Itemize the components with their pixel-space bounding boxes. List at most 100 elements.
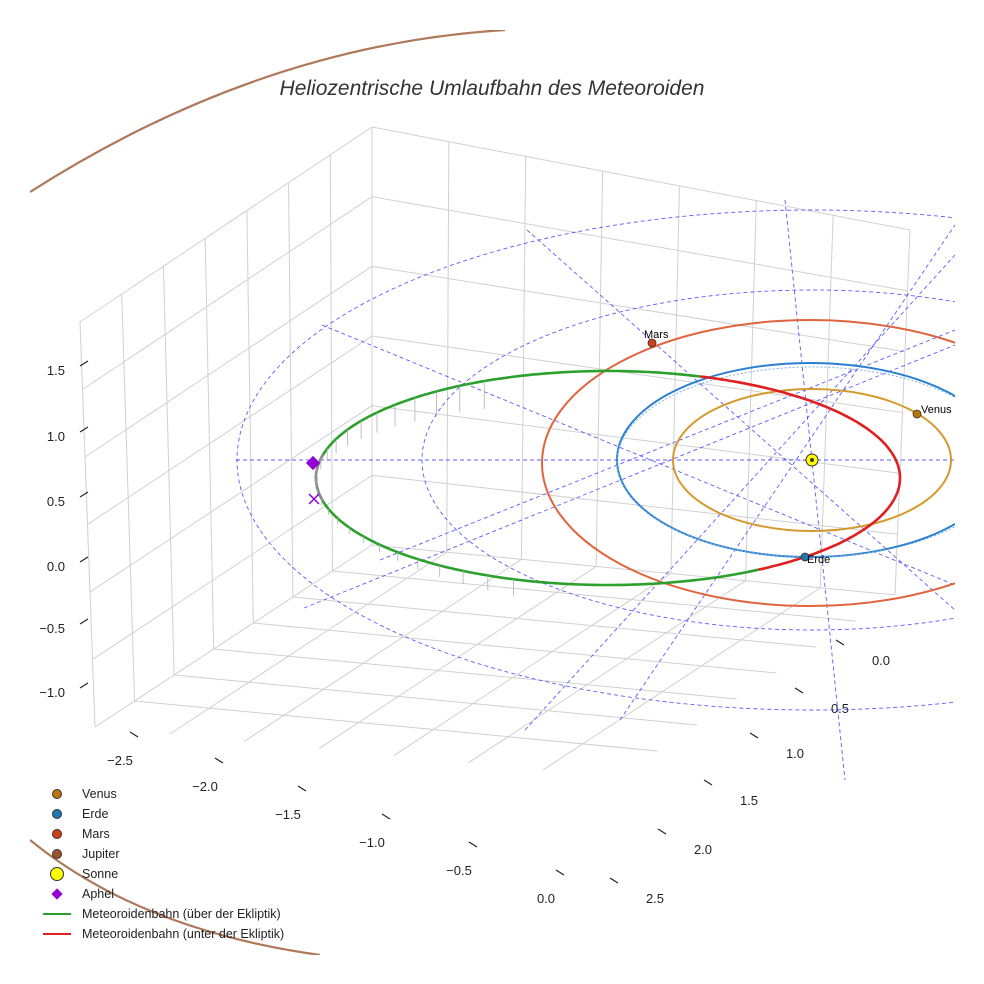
x-tick-mark [555, 869, 565, 876]
floor-gridline-a [332, 570, 856, 622]
legend-item: Erde [40, 804, 284, 824]
pane-edge [79, 126, 373, 323]
chart-title: Heliozentrische Umlaufbahn des Meteoroid… [280, 77, 705, 100]
x-tick-label: 0.0 [537, 891, 555, 906]
pane-gridline-x [204, 238, 215, 650]
ecliptic-spoke [379, 329, 955, 561]
pane-gridline-y [670, 185, 680, 574]
jupiter-orbit-top [30, 30, 506, 193]
legend-label: Erde [82, 807, 109, 821]
floor-gridline-a [253, 622, 777, 674]
pane-gridline-z [87, 335, 903, 525]
legend-label: Meteoroidenbahn (über der Ekliptik) [82, 907, 281, 921]
venus-label: Venus [921, 404, 952, 416]
y-tick-label: 0.0 [872, 653, 890, 668]
z-tick-label: −0.5 [39, 621, 65, 636]
pane-edge [94, 544, 373, 728]
circle-icon [40, 784, 74, 804]
legend-label: Venus [82, 787, 117, 801]
axis-ticks: 1.5 1.0 0.5 0.0 −0.5 −1.0 −2.5 −2.0 −1.5 −1.0 −0.5… [39, 360, 890, 906]
circle-icon [40, 824, 74, 844]
z-tick-label: 0.0 [47, 559, 65, 574]
pane-gridline-z [82, 196, 908, 390]
y-tick-mark [609, 877, 619, 884]
ecliptic-spoke [321, 324, 955, 586]
pane-gridline-x [246, 210, 254, 624]
legend-item: Jupiter [40, 844, 284, 864]
y-tick-mark [749, 732, 759, 739]
earth-orbit-trace [616, 366, 955, 558]
circle-icon [40, 804, 74, 824]
pane-gridline-x [162, 266, 175, 676]
ecliptic-spoke [524, 254, 955, 731]
z-tick-mark [79, 618, 89, 625]
pane-gridline-y [446, 141, 450, 553]
floor-gridline-b [169, 551, 447, 735]
pane-gridline-z [89, 405, 901, 593]
y-tick-mark [657, 828, 667, 835]
y-tick-label: 2.0 [694, 842, 712, 857]
floor-gridline-a [292, 596, 816, 648]
mars-marker [647, 338, 657, 348]
x-tick-label: −2.5 [107, 753, 133, 768]
z-tick-mark [79, 360, 89, 367]
pane-gridline-y [819, 215, 834, 588]
floor-gridline-b [244, 558, 522, 742]
mars-label: Mars [644, 329, 669, 341]
y-tick-label: 0.5 [831, 701, 849, 716]
floor-gridline-b [318, 566, 597, 749]
x-tick-label: −0.5 [446, 863, 472, 878]
pane-gridline-y [745, 200, 757, 581]
mars-orbit [541, 319, 955, 607]
legend-item: Venus [40, 784, 284, 804]
legend-item: Meteoroidenbahn (über der Ekliptik) [40, 904, 284, 924]
venus-orbit [672, 388, 952, 532]
z-tick-label: −1.0 [39, 685, 65, 700]
plot-content [30, 30, 955, 955]
earth-marker [800, 552, 810, 562]
floor-gridline-b [393, 573, 672, 756]
pane-gridline-x [121, 294, 136, 702]
floor-gridline-b [543, 587, 821, 771]
venus-marker [912, 409, 922, 419]
z-tick-mark [79, 426, 89, 433]
x-tick-mark [381, 813, 391, 820]
z-tick-mark [79, 682, 89, 689]
sun-center [810, 458, 814, 462]
legend-item: Mars [40, 824, 284, 844]
z-tick-label: 1.0 [47, 429, 65, 444]
legend: Venus Erde Mars Jupiter Sonne Aphel Meteoroide… [40, 784, 284, 944]
circle-icon [40, 844, 74, 864]
pane-grid [79, 126, 911, 771]
y-tick-mark [703, 779, 713, 786]
floor-gridline-b [468, 580, 746, 764]
y-tick-mark [835, 639, 845, 646]
x-tick-mark [297, 785, 307, 792]
z-tick-label: 1.5 [47, 363, 65, 378]
circle-icon [40, 864, 74, 884]
pane-gridline-y [595, 171, 604, 567]
legend-line-icon [40, 924, 74, 944]
x-tick-label: −1.0 [359, 835, 385, 850]
floor-gridline-a [134, 700, 658, 752]
y-tick-label: 2.5 [646, 891, 664, 906]
z-tick-label: 0.5 [47, 494, 65, 509]
legend-item: Meteoroidenbahn (unter der Ekliptik) [40, 924, 284, 944]
ecliptic-spoke [303, 344, 955, 609]
pane-gridline-x [329, 154, 333, 572]
meteoroid-orbit-above [314, 369, 759, 587]
y-tick-mark [794, 687, 804, 694]
x-tick-label: −2.0 [192, 779, 218, 794]
pane-gridline-y [520, 156, 527, 560]
aphel-projection-icon [308, 493, 320, 505]
x-tick-mark [129, 731, 139, 738]
planet-labels: Venus Erde Mars [644, 329, 952, 566]
jupiter-orbit-bottom [30, 839, 321, 955]
legend-label: Jupiter [82, 847, 120, 861]
legend-line-icon [40, 904, 74, 924]
pane-edge [371, 126, 911, 231]
ecliptic-spoke [526, 229, 955, 611]
legend-label: Mars [82, 827, 110, 841]
legend-label: Sonne [82, 867, 119, 881]
